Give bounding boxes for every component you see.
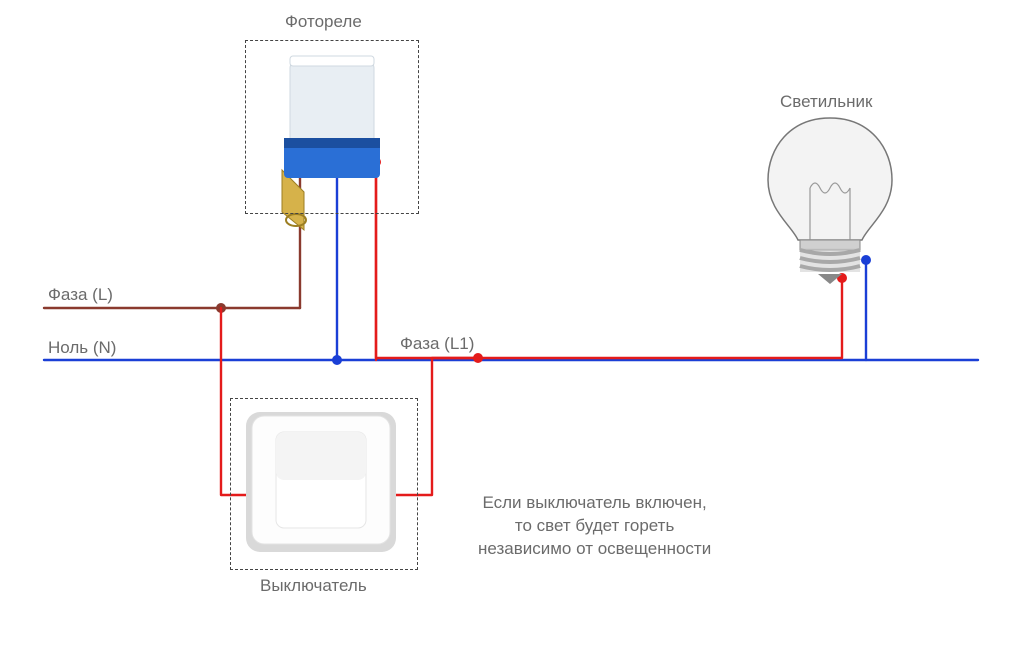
lamp-icon bbox=[768, 118, 892, 284]
label-neutralN: Ноль (N) bbox=[48, 338, 116, 358]
label-relay: Фотореле bbox=[285, 12, 362, 32]
label-lamp: Светильник bbox=[780, 92, 872, 112]
label-note: Если выключатель включен, то свет будет … bbox=[478, 492, 711, 561]
label-switch: Выключатель bbox=[260, 576, 367, 596]
label-phaseL: Фаза (L) bbox=[48, 285, 113, 305]
switch-box bbox=[230, 398, 418, 570]
relay-box bbox=[245, 40, 419, 214]
label-phaseL1: Фаза (L1) bbox=[400, 334, 474, 354]
